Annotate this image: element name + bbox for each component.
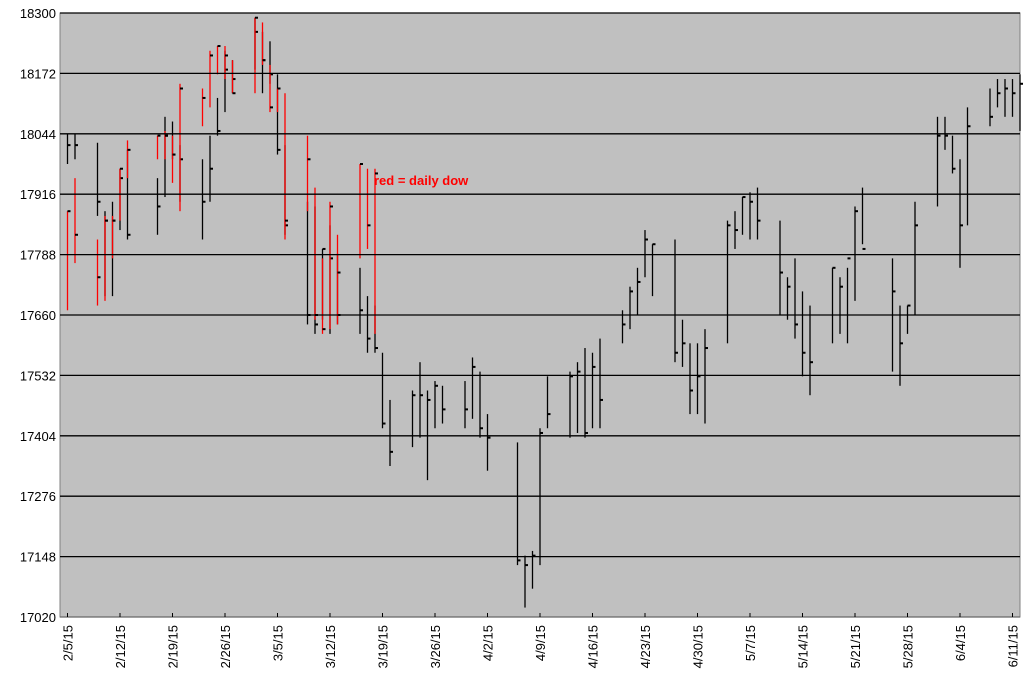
x-tick-label: 6/4/15	[953, 625, 968, 661]
x-tick-label: 4/2/15	[481, 625, 496, 661]
x-tick-label: 3/19/15	[376, 625, 391, 668]
y-tick-label: 17788	[20, 248, 56, 263]
y-tick-label: 17404	[20, 429, 56, 444]
x-tick-label: 4/23/15	[638, 625, 653, 668]
y-tick-label: 17020	[20, 610, 56, 625]
y-tick-label: 17660	[20, 308, 56, 323]
x-tick-label: 2/12/15	[113, 625, 128, 668]
y-tick-label: 17532	[20, 368, 56, 383]
y-tick-label: 18300	[20, 6, 56, 21]
series	[66, 16, 378, 334]
y-tick-label: 18044	[20, 127, 56, 142]
y-tick-label: 18172	[20, 66, 56, 81]
x-tick-label: 3/12/15	[323, 625, 338, 668]
x-tick-label: 2/5/15	[61, 625, 76, 661]
x-tick-label: 5/28/15	[901, 625, 916, 668]
x-tick-label: 4/30/15	[691, 625, 706, 668]
x-tick-label: 4/9/15	[533, 625, 548, 661]
y-tick-label: 17276	[20, 489, 56, 504]
y-tick-label: 17916	[20, 187, 56, 202]
x-tick-label: 4/16/15	[586, 625, 601, 668]
x-tick-label: 2/19/15	[166, 625, 181, 668]
y-tick-label: 17148	[20, 550, 56, 565]
x-tick-label: 5/7/15	[743, 625, 758, 661]
x-tick-label: 5/14/15	[796, 625, 811, 668]
x-tick-label: 3/26/15	[428, 625, 443, 668]
annotation: red = daily dow	[374, 173, 469, 188]
x-tick-label: 6/11/15	[1006, 625, 1021, 667]
x-tick-label: 5/21/15	[848, 625, 863, 668]
x-tick-label: 2/26/15	[218, 625, 233, 668]
x-tick-label: 3/5/15	[271, 625, 286, 661]
